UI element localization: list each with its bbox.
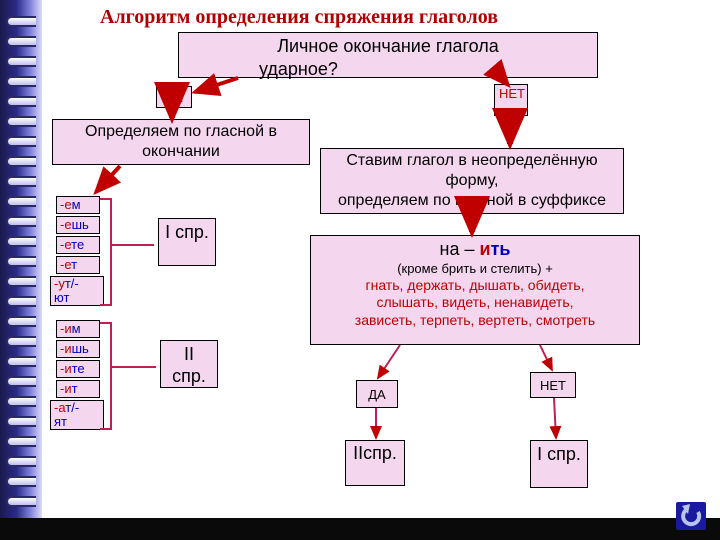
bottom-bar (0, 518, 720, 540)
bracket2-v (110, 322, 112, 430)
end1-0: -ем (56, 196, 100, 214)
spr1-bottom: I спр. (530, 440, 588, 488)
it-block: на – ить (кроме брить и стелить) + гнать… (310, 235, 640, 345)
end1-3: -ет (56, 256, 100, 274)
yes-top: ДА (156, 86, 192, 108)
bracket2-t (100, 322, 112, 324)
end2-2: -ите (56, 360, 100, 378)
bracket1-b (100, 304, 112, 306)
no-top: НЕТ (494, 84, 528, 116)
end1-2: -ете (56, 236, 100, 254)
end1-1: -ешь (56, 216, 100, 234)
spiral-rings (6, 16, 36, 540)
question-box: Личное окончание глагола ударное? (178, 32, 598, 78)
back-button[interactable] (676, 502, 706, 530)
it-red: и (480, 239, 491, 259)
bracket1-t (100, 198, 112, 200)
end2-3: -ит (56, 380, 100, 398)
left-rule-box: Определяем по гласной в окончании (52, 119, 310, 165)
undo-icon (676, 502, 706, 530)
right-rule-box: Ставим глагол в неопределённую форму, оп… (320, 148, 624, 214)
left-rule-l2: окончании (57, 142, 305, 162)
spr2-bottom: IIспр. (345, 440, 405, 486)
yes-bottom: ДА (356, 380, 398, 408)
slide: Алгоритм определения спряжения глаголов … (0, 0, 720, 540)
it-exc1: гнать, держать, дышать, обидеть, (315, 277, 635, 295)
question-line2: ударное? (183, 58, 593, 81)
it-post: ть (491, 239, 511, 259)
it-sub: (кроме брить и стелить) + (315, 261, 635, 277)
it-exc2: слышать, видеть, ненавидеть, (315, 294, 635, 312)
no-bottom: НЕТ (530, 372, 576, 398)
bracket2-b (100, 428, 112, 430)
end2-1: -ишь (56, 340, 100, 358)
it-pre: на – (440, 239, 480, 259)
spr2-left: II спр. (160, 340, 218, 388)
right-rule-l1: Ставим глагол в неопределённую (325, 151, 619, 171)
end2-0: -им (56, 320, 100, 338)
right-rule-l2: форму, (325, 171, 619, 191)
bracket2-arm (110, 366, 156, 368)
end2-4: -ат/-ят (50, 400, 104, 430)
page-title: Алгоритм определения спряжения глаголов (100, 6, 498, 29)
spr1-left: I спр. (158, 218, 216, 266)
question-line1: Личное окончание глагола (183, 35, 593, 58)
left-rule-l1: Определяем по гласной в (57, 122, 305, 142)
bracket1-arm (110, 244, 154, 246)
bracket1-v (110, 198, 112, 306)
end1-4: -ут/-ют (50, 276, 104, 306)
it-exc3: зависеть, терпеть, вертеть, смотреть (315, 312, 635, 330)
right-rule-l3: определяем по гласной в суффиксе (325, 191, 619, 211)
